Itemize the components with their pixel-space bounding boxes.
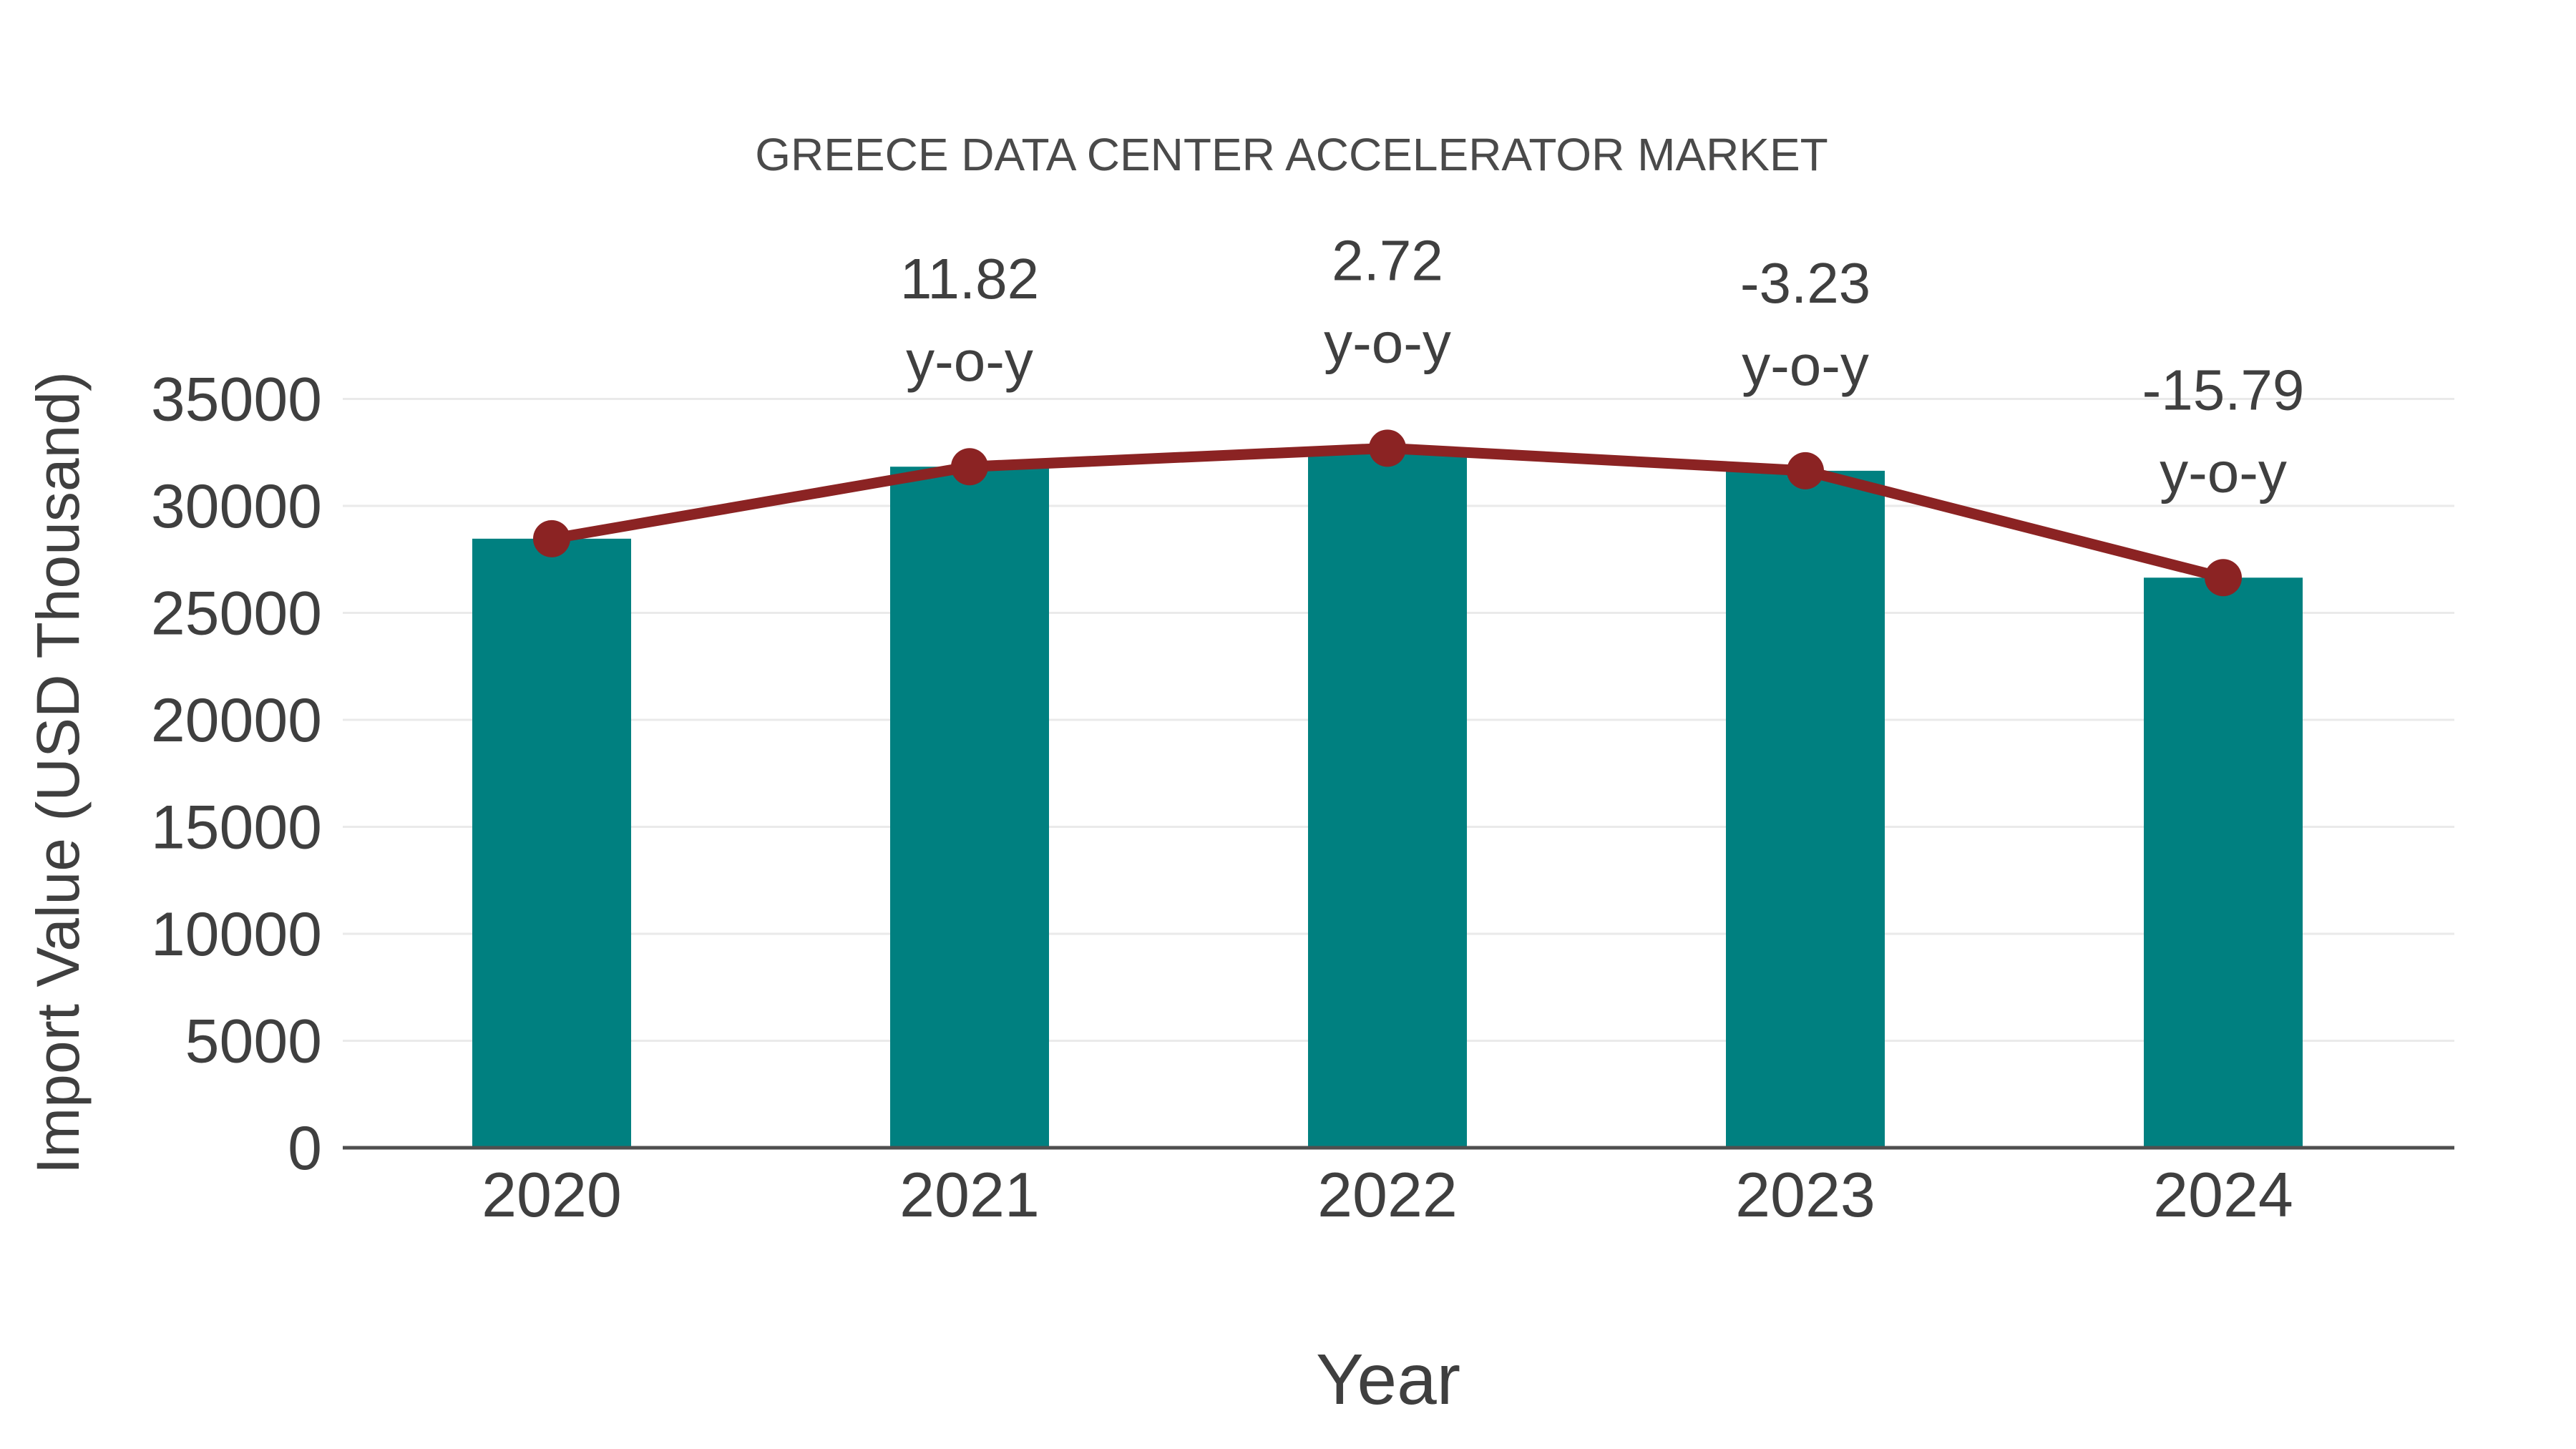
trend-marker-2021: [951, 448, 988, 486]
yoy-value-2021: 11.82: [900, 247, 1039, 311]
bar-2021: [890, 467, 1049, 1148]
trend-marker-2024: [2205, 559, 2242, 597]
x-tick-label-2023: 2023: [1735, 1159, 1875, 1230]
bar-series: [472, 448, 2303, 1148]
trend-marker-2023: [1787, 452, 1824, 489]
y-tick-label-30000: 30000: [151, 472, 322, 541]
y-tick-label-10000: 10000: [151, 900, 322, 969]
x-tick-label-2020: 2020: [482, 1159, 622, 1230]
yoy-value-2022: 2.72: [1332, 228, 1443, 292]
bar-2023: [1726, 470, 1885, 1148]
bar-2022: [1308, 448, 1467, 1148]
line-series: [533, 429, 2242, 597]
y-tick-label-25000: 25000: [151, 580, 322, 648]
yoy-suffix-2022: y-o-y: [1324, 311, 1451, 374]
bar-2024: [2144, 577, 2303, 1148]
yoy-annotations: 11.82 y-o-y 2.72 y-o-y -3.23 y-o-y -15.79 y-o-y: [900, 228, 2305, 504]
y-tick-label-15000: 15000: [151, 794, 322, 862]
chart-title: GREECE DATA CENTER ACCELERATOR MARKET: [755, 129, 1828, 180]
x-tick-label-2021: 2021: [899, 1159, 1040, 1230]
y-axis-tick-labels: 0 5000 10000 15000 20000 25000 30000 35000: [151, 366, 322, 1184]
trend-marker-2022: [1369, 429, 1406, 467]
x-tick-label-2024: 2024: [2153, 1159, 2293, 1230]
y-tick-label-35000: 35000: [151, 366, 322, 434]
bar-2020: [472, 538, 631, 1148]
x-tick-label-2022: 2022: [1317, 1159, 1458, 1230]
yoy-suffix-2021: y-o-y: [906, 329, 1033, 393]
y-axis-title: Import Value (USD Thousand): [24, 371, 92, 1174]
yoy-value-2024: -15.79: [2142, 358, 2305, 421]
x-axis-title: Year: [1316, 1340, 1460, 1420]
trend-marker-2020: [533, 519, 570, 557]
y-tick-label-20000: 20000: [151, 686, 322, 755]
y-tick-label-5000: 5000: [185, 1008, 322, 1076]
y-tick-label-0: 0: [288, 1114, 322, 1183]
yoy-value-2023: -3.23: [1740, 251, 1870, 315]
yoy-suffix-2023: y-o-y: [1742, 333, 1869, 397]
yoy-suffix-2024: y-o-y: [2160, 440, 2287, 504]
x-axis-tick-labels: 2020 2021 2022 2023 2024: [482, 1159, 2293, 1230]
